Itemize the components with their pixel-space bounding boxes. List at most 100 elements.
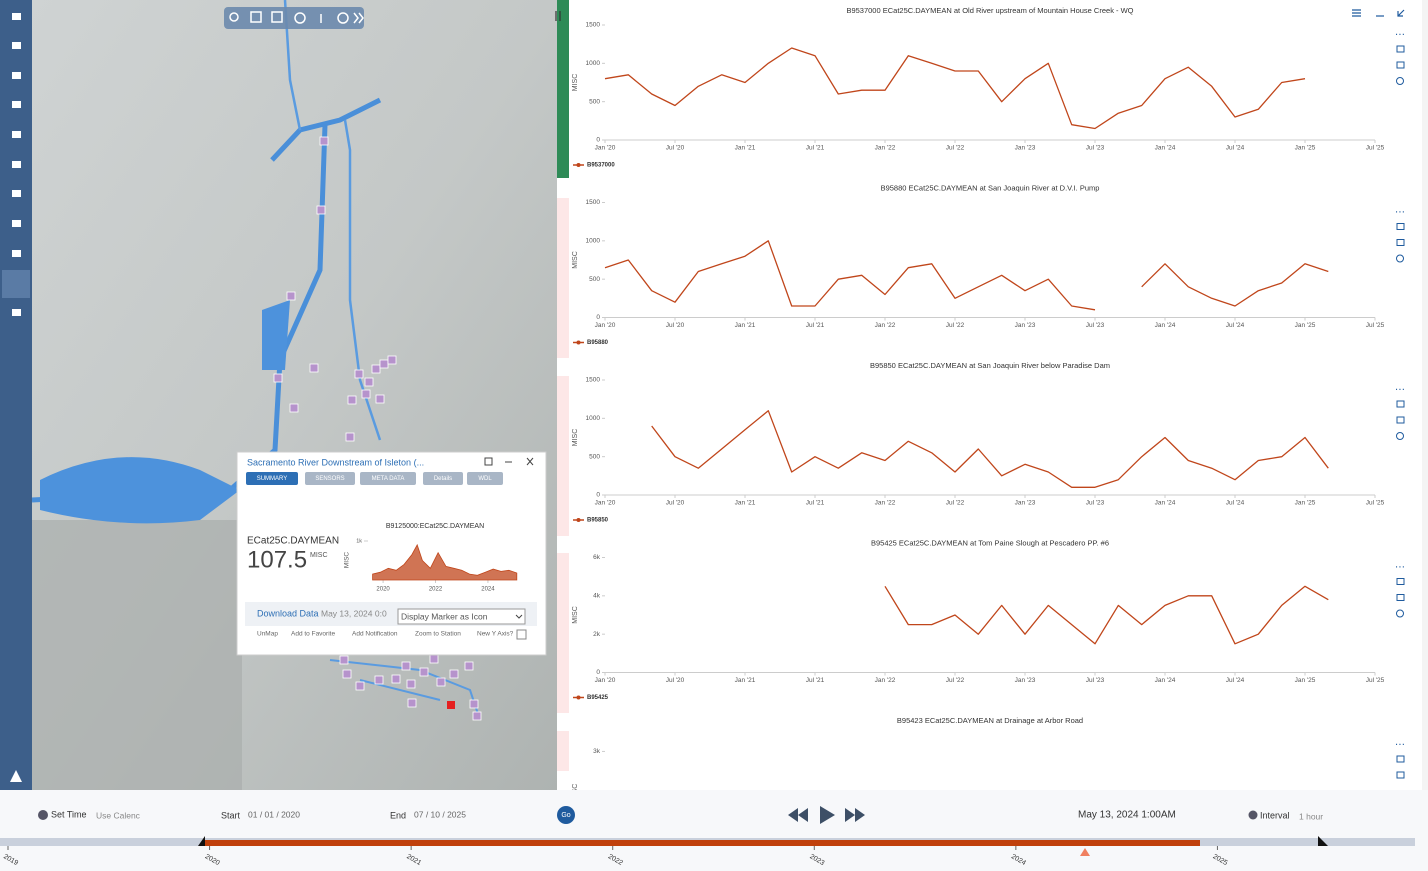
menu-icon[interactable] — [12, 101, 21, 108]
play-button[interactable] — [820, 806, 835, 824]
selected-marker[interactable] — [447, 701, 455, 709]
timeline-cursor[interactable] — [1080, 848, 1090, 856]
menu-icon[interactable] — [12, 72, 21, 79]
select-box[interactable] — [397, 608, 526, 625]
start-date[interactable]: 01 / 01 / 2020 — [248, 809, 300, 819]
logo-icon[interactable] — [10, 770, 22, 782]
remove-icon[interactable] — [1396, 254, 1404, 263]
upload-icon[interactable] — [1396, 45, 1405, 53]
active-menu[interactable] — [2, 270, 30, 298]
menu-icon[interactable] — [12, 42, 21, 49]
menu-icon[interactable] — [12, 309, 21, 316]
rewind-button[interactable] — [788, 808, 808, 822]
refresh-icon[interactable] — [337, 12, 349, 24]
upload-icon[interactable] — [1396, 755, 1405, 763]
popup-link[interactable]: Add Notification — [352, 631, 398, 638]
more-icon[interactable]: ⋯ — [1395, 30, 1405, 41]
series-line — [651, 410, 1329, 488]
legend-label[interactable]: B95880 — [587, 340, 609, 346]
popup-tab-label[interactable]: Details — [434, 476, 452, 482]
more-icon[interactable]: ⋯ — [1395, 207, 1405, 218]
popup-date: May 13, 2024 0:0 — [321, 608, 387, 618]
x-tick-label: Jan '22 — [875, 677, 896, 684]
popup-link[interactable]: New Y Axis? — [477, 631, 514, 638]
popup-tab[interactable] — [246, 472, 298, 485]
menu-icon[interactable] — [12, 220, 21, 227]
upload-icon[interactable] — [1396, 400, 1405, 408]
checkbox[interactable] — [516, 629, 527, 640]
station-markers[interactable] — [273, 136, 482, 721]
popup-link[interactable]: UnMap — [257, 631, 278, 638]
go-label[interactable]: Go — [561, 812, 570, 819]
y-tick-label: 3k — [593, 748, 601, 755]
popout-icon[interactable] — [484, 457, 493, 466]
go-button[interactable] — [557, 806, 575, 824]
expand-icon[interactable] — [353, 12, 364, 24]
strip — [557, 198, 569, 358]
menu-icon[interactable] — [12, 131, 21, 138]
download-icon[interactable] — [1396, 771, 1405, 779]
more-icon[interactable]: ⋯ — [1395, 740, 1405, 751]
legend-dot — [576, 340, 581, 345]
legend-label[interactable]: B95425 — [587, 695, 609, 701]
x-tick-label: Jan '22 — [875, 500, 896, 507]
popup-tab-label[interactable]: META DATA — [372, 476, 405, 482]
scrollbar[interactable] — [1422, 0, 1428, 790]
remove-icon[interactable] — [1396, 609, 1404, 618]
search-icon[interactable] — [229, 12, 239, 22]
sidebar — [0, 0, 32, 790]
menu-icon[interactable] — [12, 250, 21, 257]
save-icon[interactable] — [250, 11, 262, 23]
list-icon[interactable] — [1352, 9, 1361, 17]
legend-label[interactable]: B9537000 — [587, 163, 615, 169]
mode-select[interactable]: Use Calenc — [96, 810, 141, 820]
remove-icon[interactable] — [1396, 77, 1404, 85]
map[interactable] — [31, 0, 557, 790]
popup-tab-label[interactable]: WDL — [478, 476, 492, 482]
popup-link[interactable]: Add to Favorite — [291, 631, 335, 638]
chart-title: B9537000 ECat25C.DAYMEAN at Old River up… — [846, 6, 1133, 15]
popup-tab[interactable] — [360, 472, 416, 485]
menu-icon[interactable] — [12, 161, 21, 168]
share-icon[interactable] — [271, 11, 283, 23]
download-link[interactable]: Download Data — [257, 608, 319, 618]
popup-link[interactable]: Zoom to Station — [415, 631, 461, 638]
collapse-handle[interactable] — [555, 11, 561, 21]
legend-label[interactable]: B95850 — [587, 518, 609, 524]
x-tick-label: Jan '22 — [875, 145, 896, 152]
more-icon[interactable]: ⋯ — [1395, 562, 1405, 573]
popup-tab-label[interactable]: SUMMARY — [257, 476, 288, 482]
x-tick-label: Jul '20 — [666, 322, 685, 329]
popup-tab[interactable] — [467, 472, 503, 485]
download-icon[interactable] — [1396, 61, 1405, 69]
download-icon[interactable] — [1396, 239, 1405, 246]
timeline-range[interactable] — [205, 840, 1200, 846]
x-tick-label: Jan '25 — [1295, 677, 1316, 684]
legend-dot — [576, 163, 581, 167]
select-label[interactable]: Display Marker as Icon — [401, 611, 488, 621]
download-icon[interactable] — [1396, 416, 1405, 424]
x-tick-label: Jul '21 — [806, 322, 825, 329]
menu-icon[interactable] — [12, 13, 21, 20]
popup-tab[interactable] — [305, 472, 355, 485]
upload-icon[interactable] — [1396, 578, 1405, 585]
upload-icon[interactable] — [1396, 223, 1405, 230]
more-icon[interactable]: ⋯ — [1395, 385, 1405, 396]
pop-icon[interactable] — [1397, 9, 1405, 17]
legend-dot — [576, 518, 581, 522]
popup-tab[interactable] — [423, 472, 463, 485]
remove-icon[interactable] — [1396, 432, 1404, 440]
interval-select[interactable]: 1 hour — [1299, 811, 1323, 821]
mini-y-label: MISC — [344, 552, 351, 569]
forward-button[interactable] — [845, 808, 865, 822]
time-bar-bg — [0, 790, 1428, 871]
download-icon[interactable] — [1396, 594, 1405, 601]
cloud-icon[interactable] — [294, 12, 306, 24]
chart-title: B95423 ECat25C.DAYMEAN at Drainage at Ar… — [897, 716, 1083, 725]
popup-tab-label[interactable]: SENSORS — [315, 476, 344, 482]
x-tick-label: Jul '21 — [806, 500, 825, 507]
end-date[interactable]: 07 / 10 / 2025 — [414, 809, 466, 819]
menu-icon[interactable] — [12, 190, 21, 197]
close-icon[interactable] — [526, 457, 534, 466]
